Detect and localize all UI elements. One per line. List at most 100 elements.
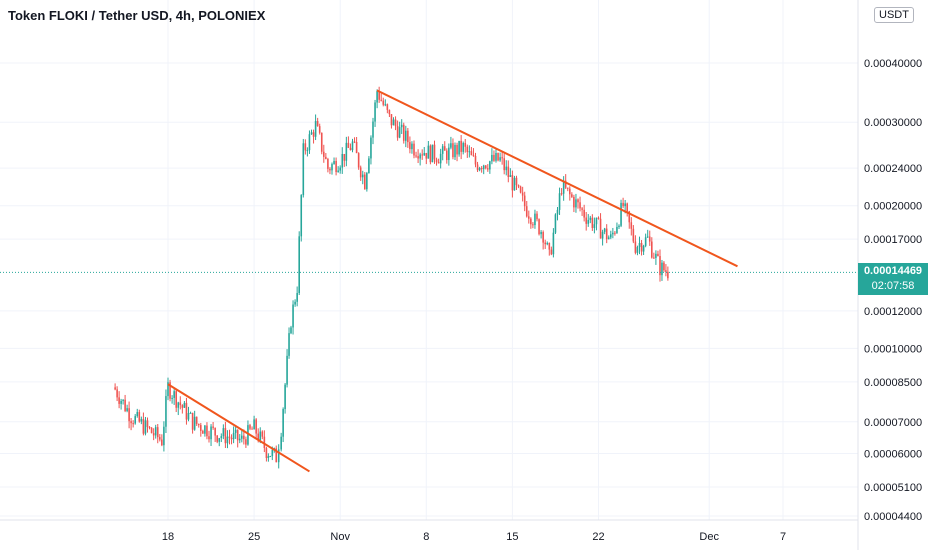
candle-body <box>228 436 231 438</box>
candle-body <box>581 208 583 210</box>
candle-body <box>243 435 245 440</box>
candle-body <box>484 165 487 169</box>
candle-body <box>191 412 194 430</box>
candle-body <box>421 154 423 156</box>
candle-body <box>566 187 569 189</box>
candle-body <box>277 449 280 463</box>
candle-body <box>575 199 577 208</box>
y-tick-label: 0.00005100 <box>864 482 922 494</box>
candle-body <box>544 242 546 245</box>
candle-body <box>622 202 624 207</box>
y-tick-label: 0.00008500 <box>864 377 922 389</box>
candle-body <box>480 168 483 170</box>
candle-body <box>558 193 561 210</box>
candle-body <box>587 219 590 224</box>
candle-body <box>122 399 124 401</box>
candle-body <box>394 119 397 127</box>
candle-body <box>376 91 378 103</box>
candle-body <box>347 142 350 148</box>
currency-button[interactable]: USDT <box>874 7 914 23</box>
candle-body <box>657 253 659 257</box>
candle-body <box>468 151 471 153</box>
candle-body <box>550 249 553 255</box>
candle-body <box>142 419 145 434</box>
candle-body <box>548 243 551 250</box>
last-price-value: 0.00014469 <box>863 265 923 277</box>
candle-body <box>573 196 575 208</box>
x-tick-label: 18 <box>162 531 174 543</box>
candle-body <box>523 195 526 207</box>
candle-body <box>392 119 395 126</box>
candle-body <box>202 430 204 434</box>
candle-body <box>648 236 651 242</box>
y-tick-label: 0.00006000 <box>864 449 922 461</box>
candle-body <box>154 427 157 436</box>
candle-body <box>370 137 372 159</box>
candle-body <box>542 232 544 243</box>
y-tick-label: 0.00040000 <box>864 58 922 70</box>
candle-body <box>534 213 536 226</box>
candle-body <box>282 409 284 437</box>
candle-body <box>372 121 374 138</box>
candle-body <box>583 209 585 218</box>
candle-body <box>327 158 329 169</box>
candle-body <box>185 402 188 420</box>
candle-body <box>224 428 227 444</box>
candle-body <box>120 400 122 404</box>
candle-body <box>345 142 348 161</box>
candle-body <box>206 425 208 437</box>
y-tick-label: 0.00024000 <box>864 163 922 175</box>
candle-body <box>552 232 555 255</box>
candle-body <box>610 234 612 238</box>
candle-body <box>304 143 307 151</box>
candle-body <box>546 243 549 245</box>
candle-body <box>255 419 257 434</box>
candle-body <box>173 391 175 398</box>
countdown-timer: 02:07:58 <box>871 280 915 292</box>
candle-body <box>636 247 639 253</box>
candle-body <box>601 231 604 239</box>
candle-body <box>140 419 143 422</box>
candle-body <box>429 145 432 163</box>
candle-body <box>175 391 177 408</box>
y-tick-label: 0.00012000 <box>864 306 922 318</box>
candle-body <box>562 180 565 194</box>
candle-body <box>314 121 317 137</box>
candle-body <box>614 232 616 234</box>
candle-body <box>599 218 602 239</box>
candle-body <box>556 209 559 215</box>
candle-body <box>413 143 415 156</box>
candle-body <box>302 143 305 196</box>
candle-body <box>505 166 508 171</box>
candle-body <box>234 429 237 433</box>
y-tick-label: 0.00007000 <box>864 417 922 429</box>
candle-body <box>177 402 180 408</box>
candle-body <box>216 435 218 442</box>
candle-body <box>476 164 479 171</box>
last-price-tag: 0.00014469 02:07:58 <box>858 263 928 295</box>
candle-body <box>159 437 161 440</box>
candle-body <box>245 439 247 445</box>
candle-body <box>564 180 567 188</box>
candle-body <box>306 150 309 152</box>
candle-body <box>507 166 510 177</box>
candle-body <box>132 423 134 425</box>
candle-body <box>366 172 368 190</box>
candle-body <box>275 448 278 463</box>
candle-body <box>425 152 428 159</box>
candle-body <box>540 232 542 235</box>
candle-body <box>312 132 315 137</box>
x-tick-label: Nov <box>330 531 350 543</box>
y-tick-label: 0.00030000 <box>864 117 922 129</box>
candle-body <box>402 124 405 141</box>
candle-body <box>503 158 505 171</box>
candle-body <box>571 194 573 197</box>
candle-body <box>489 161 491 170</box>
candle-body <box>630 222 633 229</box>
candle-body <box>150 427 153 434</box>
candle-body <box>257 433 259 441</box>
candle-body <box>323 151 325 157</box>
candle-body <box>308 134 311 151</box>
candle-body <box>450 143 452 148</box>
